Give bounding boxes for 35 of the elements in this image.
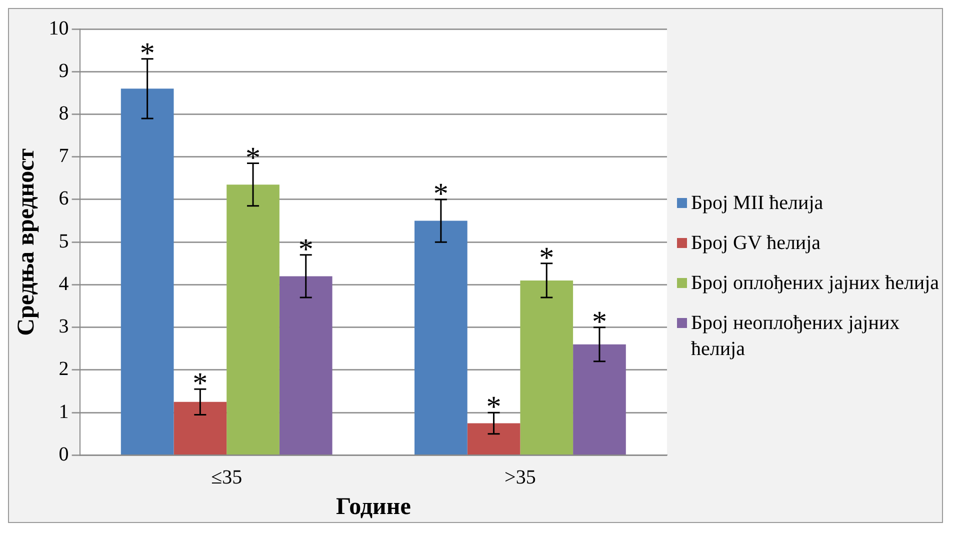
bar [226,184,280,454]
y-tick-label: 2 [58,358,69,380]
bar [120,88,174,454]
y-tick-label: 0 [58,443,69,466]
x-tick-label: >35 [504,466,536,488]
bar [520,280,574,454]
bar [467,423,520,454]
x-axis-title: Године [336,494,412,520]
x-tick-label: ≤35 [211,466,242,488]
annotation: * [486,390,502,424]
legend-label: Број неоплођених јајних ћелија [691,310,901,362]
y-tick-label: 6 [58,188,69,210]
legend-label: Број оплођених јајних ћелија [691,270,940,296]
y-tick-label: 9 [58,60,69,82]
y-tick-label: 7 [58,145,69,168]
bar [174,402,227,454]
y-tick-label: 8 [58,102,69,124]
y-tick-label: 1 [58,400,69,423]
y-tick-label: 10 [48,17,69,40]
y-axis-title: Средња вредност [14,148,40,336]
y-tick-label: 5 [58,230,69,252]
bar [414,220,468,454]
legend-label: Број MII ћелија [691,190,824,216]
y-tick-label: 3 [58,316,69,338]
annotation: * [246,141,261,174]
annotation: * [140,36,155,70]
legend-label: Број GV ћелија [691,230,821,256]
annotation: * [192,367,208,400]
bar [573,344,626,454]
annotation: * [539,241,554,274]
y-tick-label: 4 [58,272,69,295]
annotation: * [592,305,607,338]
bar [279,276,332,454]
annotation: * [433,177,448,210]
annotation: * [298,232,314,266]
